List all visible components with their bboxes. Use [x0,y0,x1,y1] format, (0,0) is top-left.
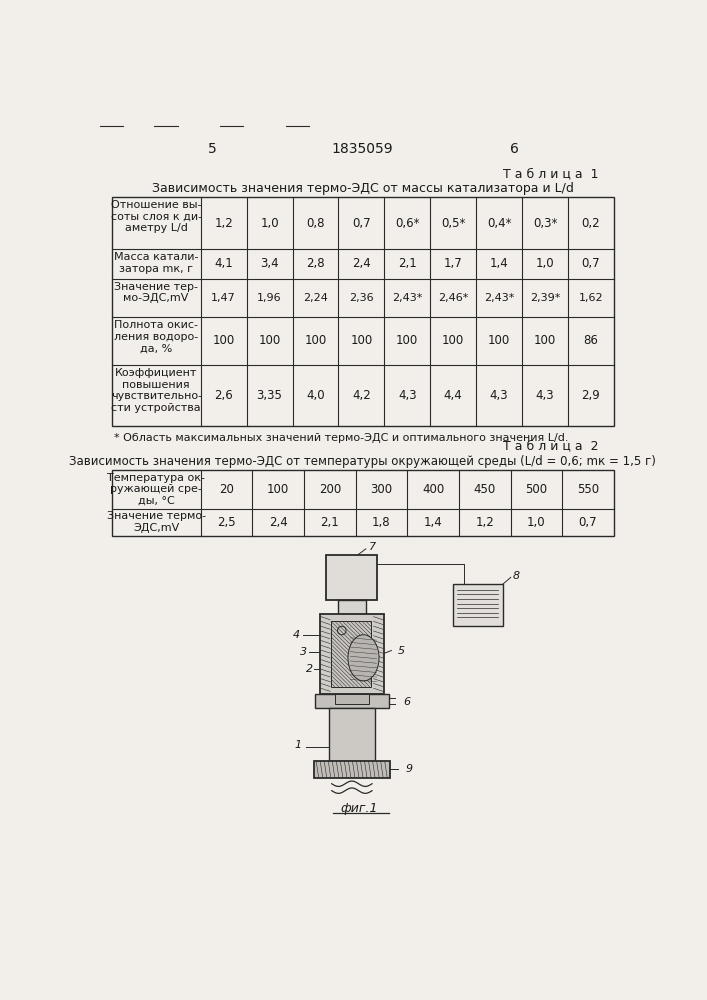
Text: 7: 7 [369,542,376,552]
Text: 100: 100 [488,334,510,347]
Text: 2,46*: 2,46* [438,293,468,303]
Text: * Область максимальных значений термо-ЭДС и оптимального значения L/d.: * Область максимальных значений термо-ЭД… [114,433,568,443]
Text: 3,4: 3,4 [260,257,279,270]
Text: Температура ок-
ружающей сре-
ды, °С: Температура ок- ружающей сре- ды, °С [107,473,205,506]
Text: Масса катали-
затора mк, г: Масса катали- затора mк, г [114,252,199,274]
Text: 550: 550 [577,483,599,496]
Text: Отношение вы-
соты слоя к ди-
аметру L/d: Отношение вы- соты слоя к ди- аметру L/d [110,200,201,233]
Text: 100: 100 [305,334,327,347]
Text: 20: 20 [219,483,234,496]
Text: 0,7: 0,7 [352,217,370,230]
Text: 0,8: 0,8 [306,217,325,230]
Text: 100: 100 [396,334,419,347]
Text: 2: 2 [305,664,312,674]
Text: Полнота окис-
ления водоро-
да, %: Полнота окис- ления водоро- да, % [114,320,198,353]
Text: 1835059: 1835059 [332,142,394,156]
Text: 2,6: 2,6 [214,389,233,402]
Text: 450: 450 [474,483,496,496]
Text: 4: 4 [293,630,300,640]
Text: 4,3: 4,3 [398,389,416,402]
Text: 100: 100 [213,334,235,347]
Bar [315,694,389,708]
Ellipse shape [348,635,379,681]
Text: 2,39*: 2,39* [530,293,560,303]
Bar [112,470,614,536]
Text: Зависимость значения термо-ЭДС от массы катализатора и L/d: Зависимость значения термо-ЭДС от массы … [152,182,573,195]
Text: 500: 500 [525,483,547,496]
Text: 6: 6 [403,697,410,707]
Bar [335,694,369,704]
Text: 8: 8 [513,571,520,581]
Text: 100: 100 [442,334,464,347]
Text: 1,0: 1,0 [536,257,554,270]
Text: 100: 100 [267,483,289,496]
Text: Значение тер-
мо-ЭДС,mV: Значение тер- мо-ЭДС,mV [115,282,198,303]
Text: 2,1: 2,1 [398,257,416,270]
Text: Т а б л и ц а  1: Т а б л и ц а 1 [503,168,598,181]
Text: 2,4: 2,4 [352,257,370,270]
Text: 0,4*: 0,4* [487,217,511,230]
Text: Зависимость значения термо-ЭДС от температуры окружающей среды (L/d = 0,6; mк = : Зависимость значения термо-ЭДС от темпер… [69,455,656,468]
Text: 1,2: 1,2 [475,516,494,529]
Text: 1,0: 1,0 [527,516,546,529]
Text: 2,4: 2,4 [269,516,288,529]
Text: 1,2: 1,2 [214,217,233,230]
Text: 0,7: 0,7 [582,257,600,270]
Text: 200: 200 [319,483,341,496]
Text: фиг.1: фиг.1 [341,802,378,815]
Text: 4,4: 4,4 [444,389,462,402]
Text: 2,9: 2,9 [581,389,600,402]
Text: 5: 5 [397,646,404,656]
Bar [331,621,371,687]
Text: 1,7: 1,7 [444,257,462,270]
Text: 86: 86 [583,334,598,347]
Text: 1,0: 1,0 [260,217,279,230]
Bar [320,614,384,694]
Text: 2,36: 2,36 [349,293,374,303]
Text: Значение термо-
ЭДС,mV: Значение термо- ЭДС,mV [107,511,206,533]
Bar [338,600,366,614]
Text: 4,2: 4,2 [352,389,370,402]
Bar [314,761,390,778]
Text: 1,62: 1,62 [578,293,603,303]
Text: 300: 300 [370,483,392,496]
Bar [112,197,614,426]
Text: 0,2: 0,2 [582,217,600,230]
Text: 4,1: 4,1 [214,257,233,270]
Text: 2,43*: 2,43* [392,293,423,303]
Text: 100: 100 [534,334,556,347]
Text: 100: 100 [350,334,373,347]
Text: 6: 6 [510,142,519,156]
Text: 5: 5 [208,142,217,156]
Text: 2,24: 2,24 [303,293,328,303]
Text: 4,0: 4,0 [306,389,325,402]
Text: Коэффициент
повышения
чувствительно-
сти устройства: Коэффициент повышения чувствительно- сти… [110,368,201,413]
Text: 2,8: 2,8 [306,257,325,270]
Text: 0,6*: 0,6* [395,217,419,230]
Text: Т а б л и ц а  2: Т а б л и ц а 2 [503,440,598,453]
Text: 2,5: 2,5 [217,516,236,529]
Text: 100: 100 [259,334,281,347]
Text: 0,3*: 0,3* [533,217,557,230]
Text: 3,35: 3,35 [257,389,283,402]
Text: 9: 9 [405,764,412,774]
Bar [329,708,375,761]
Text: 1,8: 1,8 [372,516,391,529]
Text: 2,1: 2,1 [320,516,339,529]
Text: 1,96: 1,96 [257,293,282,303]
Bar [452,584,503,626]
Text: 1: 1 [295,740,302,750]
Text: 2,43*: 2,43* [484,293,514,303]
Text: 4,3: 4,3 [536,389,554,402]
Text: 1,4: 1,4 [423,516,443,529]
Text: 1,4: 1,4 [490,257,508,270]
Text: 400: 400 [422,483,444,496]
Text: 0,5*: 0,5* [441,217,465,230]
Text: 4,3: 4,3 [490,389,508,402]
Text: 3: 3 [300,647,307,657]
Text: 0,7: 0,7 [579,516,597,529]
Bar [327,555,378,600]
Text: 1,47: 1,47 [211,293,236,303]
